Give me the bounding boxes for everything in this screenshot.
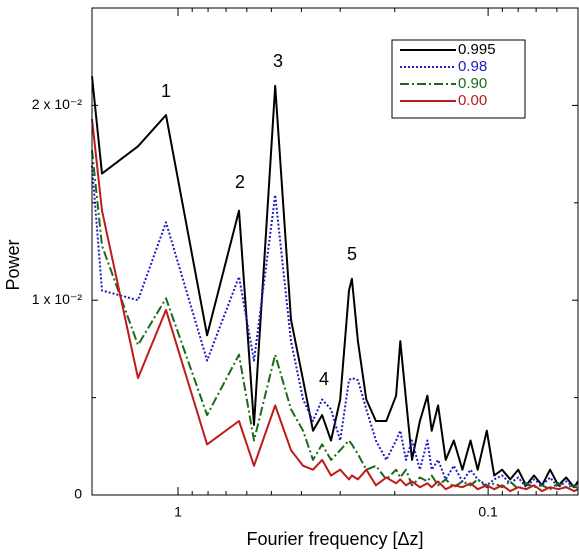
x-tick-label: 0.1 xyxy=(478,504,498,520)
y-axis-label: Power xyxy=(3,239,23,290)
peak-annotation: 1 xyxy=(161,81,171,101)
x-axis-label: Fourier frequency [Δz] xyxy=(246,529,423,549)
series-line xyxy=(91,118,579,493)
x-tick-label: 1 xyxy=(174,504,182,520)
peak-annotation: 5 xyxy=(347,244,357,264)
series-line xyxy=(91,165,579,489)
legend-label: 0.90 xyxy=(458,75,487,92)
peak-annotation: 4 xyxy=(319,369,329,389)
legend-label: 0.00 xyxy=(458,92,487,109)
series-line xyxy=(91,150,579,491)
plot-frame xyxy=(91,7,579,496)
series-line xyxy=(91,76,579,489)
legend-label: 0.98 xyxy=(458,58,487,75)
y-tick-label: 0 xyxy=(74,486,82,502)
y-tick-label: 1 x 10⁻² xyxy=(32,291,83,307)
y-tick-label: 2 x 10⁻² xyxy=(32,96,83,112)
legend-box xyxy=(391,39,526,119)
peak-annotation: 2 xyxy=(235,172,245,192)
peak-annotation: 3 xyxy=(273,51,283,71)
legend-label: 0.995 xyxy=(458,41,496,58)
